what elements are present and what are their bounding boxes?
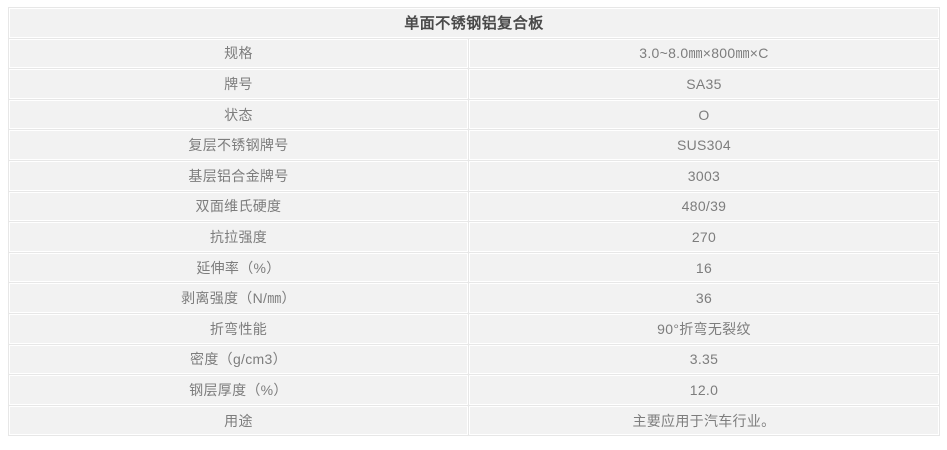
table-title: 单面不锈钢铝复合板: [9, 8, 939, 38]
table-row: 规格 3.0~8.0㎜×800㎜×C: [9, 38, 939, 69]
table-row: 复层不锈钢牌号 SUS304: [9, 130, 939, 160]
spec-label-cell: 状态: [9, 99, 468, 130]
table-row: 钢层厚度（%） 12.0: [9, 375, 939, 405]
product-spec-table: 单面不锈钢铝复合板 规格 3.0~8.0㎜×800㎜×C 牌号 SA35 状态 …: [8, 7, 940, 437]
table-row: 状态 O: [9, 99, 939, 130]
spec-label-cell: 规格: [9, 38, 468, 69]
table-row: 延伸率（%） 16: [9, 252, 939, 283]
table-row: 密度（g/cm3） 3.35: [9, 344, 939, 375]
spec-value-cell: SUS304: [468, 130, 939, 160]
table-row: 抗拉强度 270: [9, 222, 939, 252]
spec-value-cell: 480/39: [468, 191, 939, 222]
spec-label-cell: 双面维氏硬度: [9, 191, 468, 222]
table-row: 牌号 SA35: [9, 69, 939, 99]
spec-value-cell: SA35: [468, 69, 939, 99]
spec-label-cell: 用途: [9, 405, 468, 436]
spec-label-cell: 基层铝合金牌号: [9, 160, 468, 191]
spec-label-cell: 复层不锈钢牌号: [9, 130, 468, 160]
table-row: 折弯性能 90°折弯无裂纹: [9, 313, 939, 344]
spec-value-cell: 270: [468, 222, 939, 252]
spec-label-cell: 密度（g/cm3）: [9, 344, 468, 375]
table-row: 用途 主要应用于汽车行业。: [9, 405, 939, 436]
spec-value-cell: 3.0~8.0㎜×800㎜×C: [468, 38, 939, 69]
spec-value-cell: 3.35: [468, 344, 939, 375]
table-row: 双面维氏硬度 480/39: [9, 191, 939, 222]
spec-value-cell: 16: [468, 252, 939, 283]
spec-label-cell: 抗拉强度: [9, 222, 468, 252]
spec-label-cell: 钢层厚度（%）: [9, 375, 468, 405]
spec-value-cell: 3003: [468, 160, 939, 191]
spec-value-cell: 36: [468, 283, 939, 313]
spec-value-cell: 90°折弯无裂纹: [468, 313, 939, 344]
spec-value-cell: O: [468, 99, 939, 130]
table-row: 剥离强度（N/㎜） 36: [9, 283, 939, 313]
spec-label-cell: 剥离强度（N/㎜）: [9, 283, 468, 313]
spec-label-cell: 牌号: [9, 69, 468, 99]
table-row: 基层铝合金牌号 3003: [9, 160, 939, 191]
spec-label-cell: 延伸率（%）: [9, 252, 468, 283]
spec-value-cell: 主要应用于汽车行业。: [468, 405, 939, 436]
spec-value-cell: 12.0: [468, 375, 939, 405]
spec-label-cell: 折弯性能: [9, 313, 468, 344]
table-title-row: 单面不锈钢铝复合板: [9, 8, 939, 38]
